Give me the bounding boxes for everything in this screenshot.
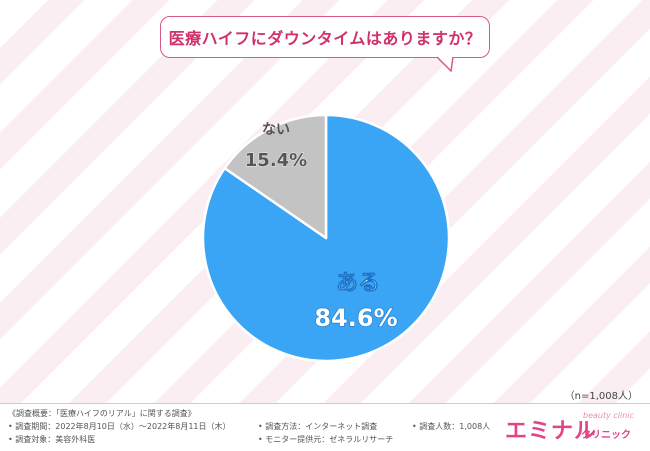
pie-chart: ある 84.6% ない 15.4% (201, 113, 451, 363)
sample-size: （n=1,008人） (564, 391, 638, 402)
slice-value-label: 15.4% (245, 150, 307, 171)
bubble-tail (436, 56, 454, 72)
logo-script: beauty clinic (583, 411, 634, 420)
eminal-logo: beauty clinic エミナル クリニック (505, 411, 640, 447)
question-bubble: 医療ハイフにダウンタイムはありますか？ (160, 16, 490, 58)
footer-method: • 調査方法：インターネット調査 (258, 422, 378, 431)
slice-category-label: ある (336, 271, 380, 296)
logo-sub: クリニック (581, 430, 631, 441)
footer-count: • 調査人数：1,008人 (412, 422, 491, 431)
pie-slice-nai (223, 113, 328, 240)
slice-category-label: ない (262, 122, 290, 138)
logo-main: エミナル (505, 419, 598, 444)
question-text: 医療ハイフにダウンタイムはありますか？ (168, 29, 482, 48)
footer-provider: • モニター提供元：ゼネラルリサーチ (258, 435, 394, 444)
footer-period: • 調査期間：2022年8月10日（水）〜2022年8月11日（木） (8, 422, 231, 431)
footer: 《調査概要：「医療ハイフのリアル」に関する調査》 • 調査期間：2022年8月1… (0, 403, 650, 451)
slice-value-label: 84.6% (314, 304, 397, 332)
footer-overview: 《調査概要：「医療ハイフのリアル」に関する調査》 (8, 409, 196, 418)
footer-target: • 調査対象：美容外科医 (8, 435, 96, 444)
